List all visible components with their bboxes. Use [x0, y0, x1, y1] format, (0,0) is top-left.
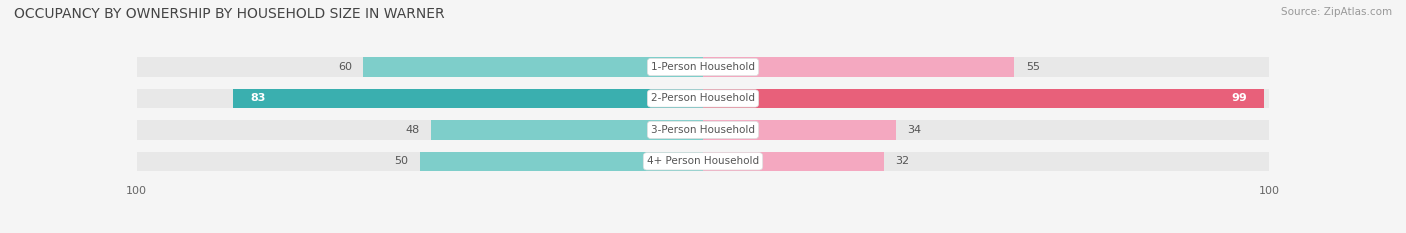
Text: 60: 60: [337, 62, 352, 72]
Bar: [136, 152, 703, 171]
Text: 48: 48: [405, 125, 420, 135]
Bar: [703, 57, 1015, 77]
Bar: [363, 57, 703, 77]
Bar: [703, 120, 1270, 140]
Text: 99: 99: [1230, 93, 1247, 103]
Bar: [703, 57, 1270, 77]
Text: 34: 34: [907, 125, 921, 135]
Bar: [703, 152, 884, 171]
Legend: Owner-occupied, Renter-occupied: Owner-occupied, Renter-occupied: [581, 231, 825, 233]
Bar: [136, 57, 703, 77]
Text: 83: 83: [250, 93, 266, 103]
Text: 4+ Person Household: 4+ Person Household: [647, 156, 759, 166]
Bar: [136, 120, 703, 140]
Text: Source: ZipAtlas.com: Source: ZipAtlas.com: [1281, 7, 1392, 17]
Bar: [703, 152, 1270, 171]
Text: 32: 32: [896, 156, 910, 166]
Bar: [703, 120, 896, 140]
Bar: [703, 89, 1264, 108]
Text: 1-Person Household: 1-Person Household: [651, 62, 755, 72]
Text: 2-Person Household: 2-Person Household: [651, 93, 755, 103]
Bar: [703, 89, 1270, 108]
Text: 3-Person Household: 3-Person Household: [651, 125, 755, 135]
Text: OCCUPANCY BY OWNERSHIP BY HOUSEHOLD SIZE IN WARNER: OCCUPANCY BY OWNERSHIP BY HOUSEHOLD SIZE…: [14, 7, 444, 21]
Text: 55: 55: [1026, 62, 1040, 72]
Bar: [432, 120, 703, 140]
Text: 50: 50: [395, 156, 409, 166]
Bar: [136, 89, 703, 108]
Bar: [233, 89, 703, 108]
Bar: [420, 152, 703, 171]
